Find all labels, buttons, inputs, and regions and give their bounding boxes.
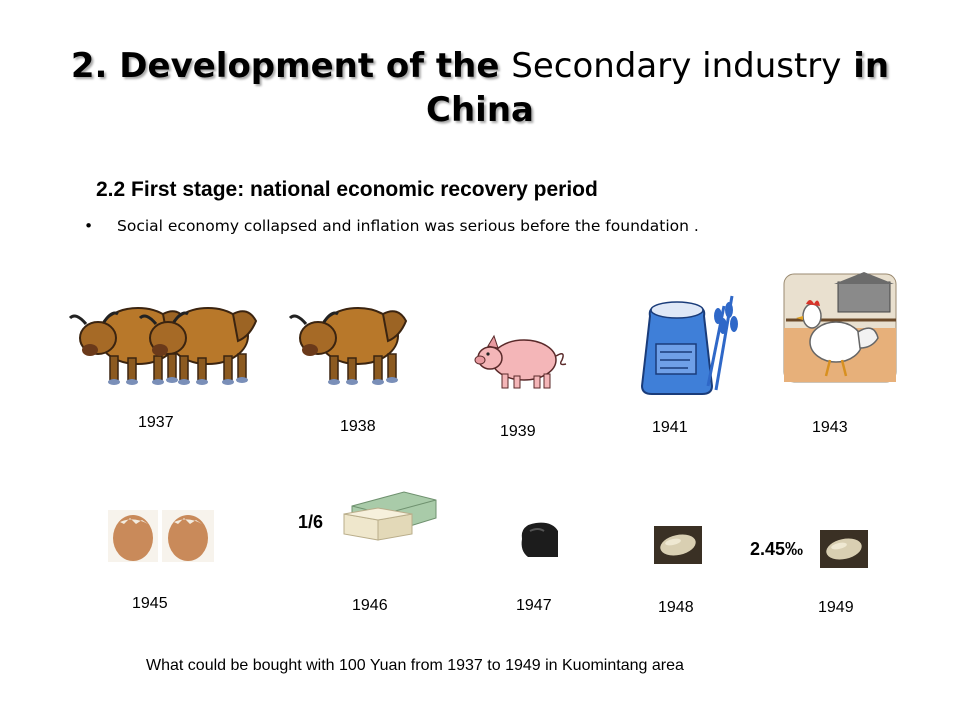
permille-note: 2.45‰: [750, 539, 804, 559]
bullet-text: Social economy collapsed and inflation w…: [117, 217, 699, 235]
flour-sack-icon: [640, 295, 738, 395]
pig-icon: [474, 334, 567, 389]
coal-icon: [518, 519, 560, 557]
bullet-symbol: •: [84, 217, 94, 235]
section-subtitle: 2.2 First stage: national economic recov…: [96, 178, 598, 201]
soap-icon: [343, 491, 437, 541]
title-part-3: in China: [426, 46, 890, 130]
year-label-1948: 1948: [658, 599, 694, 616]
year-label-1937: 1937: [138, 414, 174, 431]
year-label-1945: 1945: [132, 595, 168, 612]
year-label-1947: 1947: [516, 597, 552, 614]
rice-grain-icon: [654, 526, 702, 564]
figure-caption: What could be bought with 100 Yuan from …: [146, 657, 684, 674]
title-part-1: 2. Development of the: [70, 46, 512, 86]
chicken-icon: [783, 272, 897, 383]
ox-icon: [288, 306, 408, 387]
year-label-1941: 1941: [652, 419, 688, 436]
rice-grain-icon: [820, 530, 868, 568]
year-label-1949: 1949: [818, 599, 854, 616]
two-oxen-icon: [68, 306, 258, 387]
title-part-2: Secondary industry: [511, 46, 842, 86]
fraction-note: 1/6: [298, 512, 324, 532]
year-label-1946: 1946: [352, 597, 388, 614]
two-eggs-icon: [108, 510, 214, 562]
year-label-1939: 1939: [500, 423, 536, 440]
year-label-1943: 1943: [812, 419, 848, 436]
page-title: 2. Development of the Secondary industry…: [40, 44, 920, 132]
year-label-1938: 1938: [340, 418, 376, 435]
